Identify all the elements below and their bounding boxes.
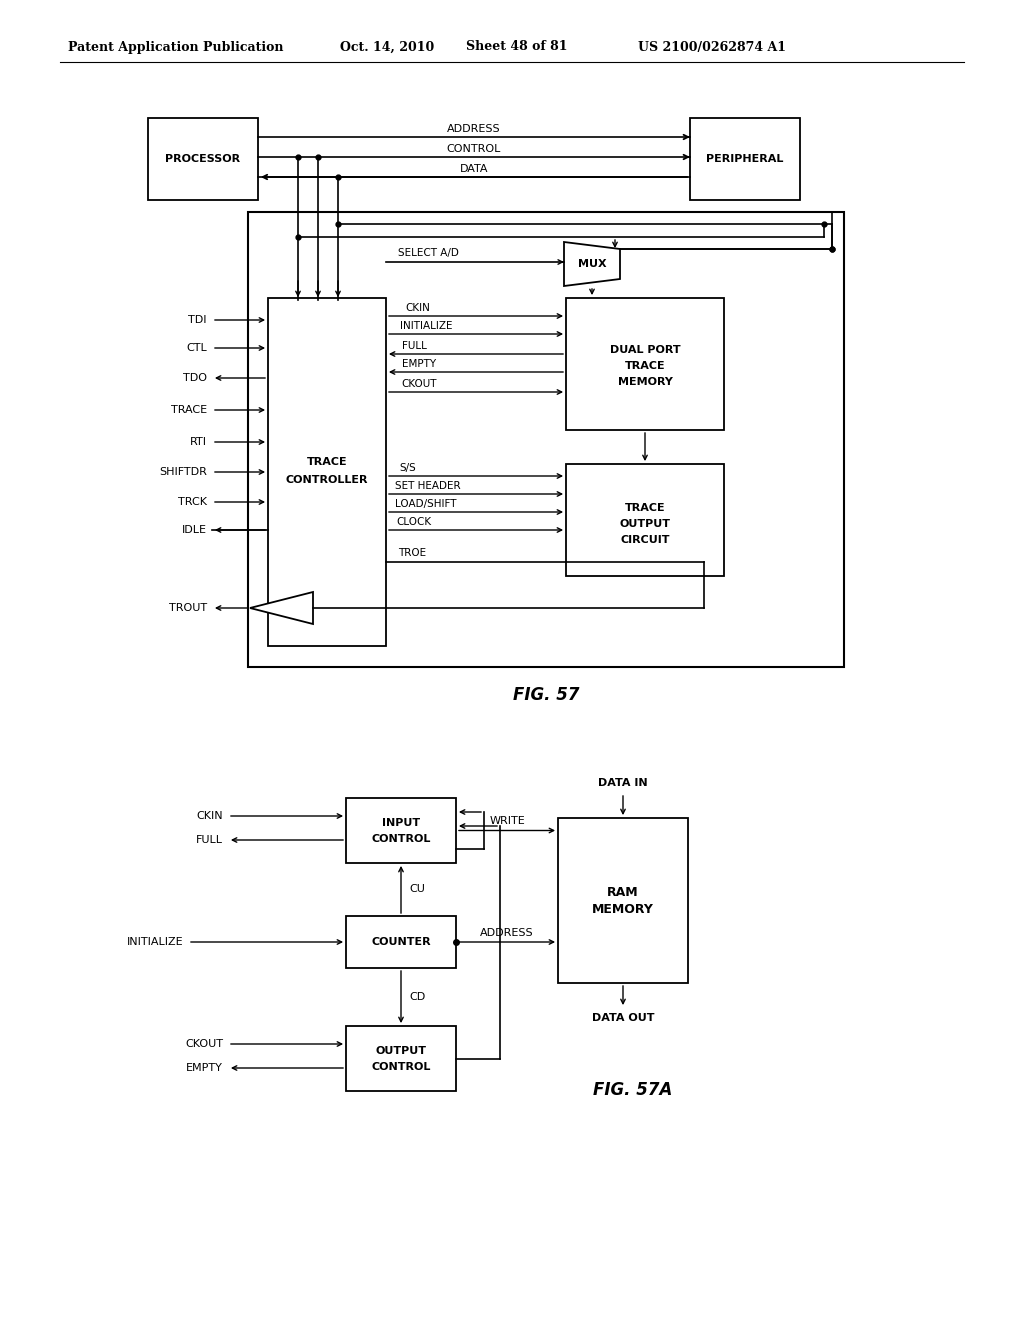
Text: ADDRESS: ADDRESS <box>447 124 501 135</box>
Text: MEMORY: MEMORY <box>617 378 673 387</box>
Text: OUTPUT: OUTPUT <box>376 1045 427 1056</box>
Text: US 2100/0262874 A1: US 2100/0262874 A1 <box>638 41 786 54</box>
Text: OUTPUT: OUTPUT <box>620 519 671 529</box>
Text: TRACE: TRACE <box>306 457 347 467</box>
Text: FULL: FULL <box>196 836 223 845</box>
Text: CKOUT: CKOUT <box>401 379 437 389</box>
Text: PROCESSOR: PROCESSOR <box>166 154 241 164</box>
Text: CKIN: CKIN <box>406 304 430 313</box>
Text: CONTROL: CONTROL <box>446 144 501 154</box>
Text: CTL: CTL <box>186 343 207 352</box>
Text: TROE: TROE <box>398 548 426 558</box>
Text: INITIALIZE: INITIALIZE <box>399 321 453 331</box>
Text: CKIN: CKIN <box>197 810 223 821</box>
Text: TRACE: TRACE <box>171 405 207 414</box>
Text: IDLE: IDLE <box>182 525 207 535</box>
Bar <box>566 298 724 430</box>
Polygon shape <box>564 242 620 286</box>
Bar <box>248 213 844 667</box>
Text: MEMORY: MEMORY <box>592 903 654 916</box>
Text: RTI: RTI <box>190 437 207 447</box>
Text: CLOCK: CLOCK <box>396 517 431 527</box>
Text: WRITE: WRITE <box>489 817 525 826</box>
Text: DATA: DATA <box>460 164 488 174</box>
Text: TDO: TDO <box>183 374 207 383</box>
Text: TRACE: TRACE <box>625 360 666 371</box>
Bar <box>346 799 456 863</box>
Bar <box>346 1026 456 1092</box>
Text: DATA OUT: DATA OUT <box>592 1012 654 1023</box>
Text: S/S: S/S <box>399 463 417 473</box>
Text: TDI: TDI <box>188 315 207 325</box>
Text: CONTROL: CONTROL <box>372 1061 431 1072</box>
Text: CONTROLLER: CONTROLLER <box>286 475 369 484</box>
Text: Oct. 14, 2010: Oct. 14, 2010 <box>340 41 434 54</box>
Text: INITIALIZE: INITIALIZE <box>126 937 183 946</box>
Polygon shape <box>250 591 313 624</box>
Text: CONTROL: CONTROL <box>372 833 431 843</box>
Bar <box>346 916 456 968</box>
Text: EMPTY: EMPTY <box>186 1063 223 1073</box>
Text: EMPTY: EMPTY <box>402 359 436 370</box>
Bar <box>268 298 386 645</box>
Text: SET HEADER: SET HEADER <box>395 480 461 491</box>
Text: CU: CU <box>409 884 425 895</box>
Bar <box>690 117 800 201</box>
Text: DUAL PORT: DUAL PORT <box>609 345 680 355</box>
Text: PERIPHERAL: PERIPHERAL <box>707 154 783 164</box>
Bar <box>558 818 688 983</box>
Text: FIG. 57: FIG. 57 <box>513 686 580 704</box>
Text: CIRCUIT: CIRCUIT <box>621 535 670 545</box>
Text: Sheet 48 of 81: Sheet 48 of 81 <box>466 41 567 54</box>
Text: TRACE: TRACE <box>625 503 666 513</box>
Text: Patent Application Publication: Patent Application Publication <box>68 41 284 54</box>
Text: TROUT: TROUT <box>169 603 207 612</box>
Text: FULL: FULL <box>401 341 426 351</box>
Text: RAM: RAM <box>607 886 639 899</box>
Text: CKOUT: CKOUT <box>185 1039 223 1049</box>
Text: SELECT A/D: SELECT A/D <box>397 248 459 257</box>
Text: FIG. 57A: FIG. 57A <box>593 1081 673 1100</box>
Text: INPUT: INPUT <box>382 817 420 828</box>
Text: ADDRESS: ADDRESS <box>480 928 534 939</box>
Text: DATA IN: DATA IN <box>598 777 648 788</box>
Text: COUNTER: COUNTER <box>371 937 431 946</box>
Text: MUX: MUX <box>578 259 606 269</box>
Text: TRCK: TRCK <box>178 498 207 507</box>
Bar <box>566 465 724 576</box>
Bar <box>148 117 258 201</box>
Text: LOAD/SHIFT: LOAD/SHIFT <box>395 499 457 510</box>
Text: CD: CD <box>409 993 425 1002</box>
Text: SHIFTDR: SHIFTDR <box>159 467 207 477</box>
